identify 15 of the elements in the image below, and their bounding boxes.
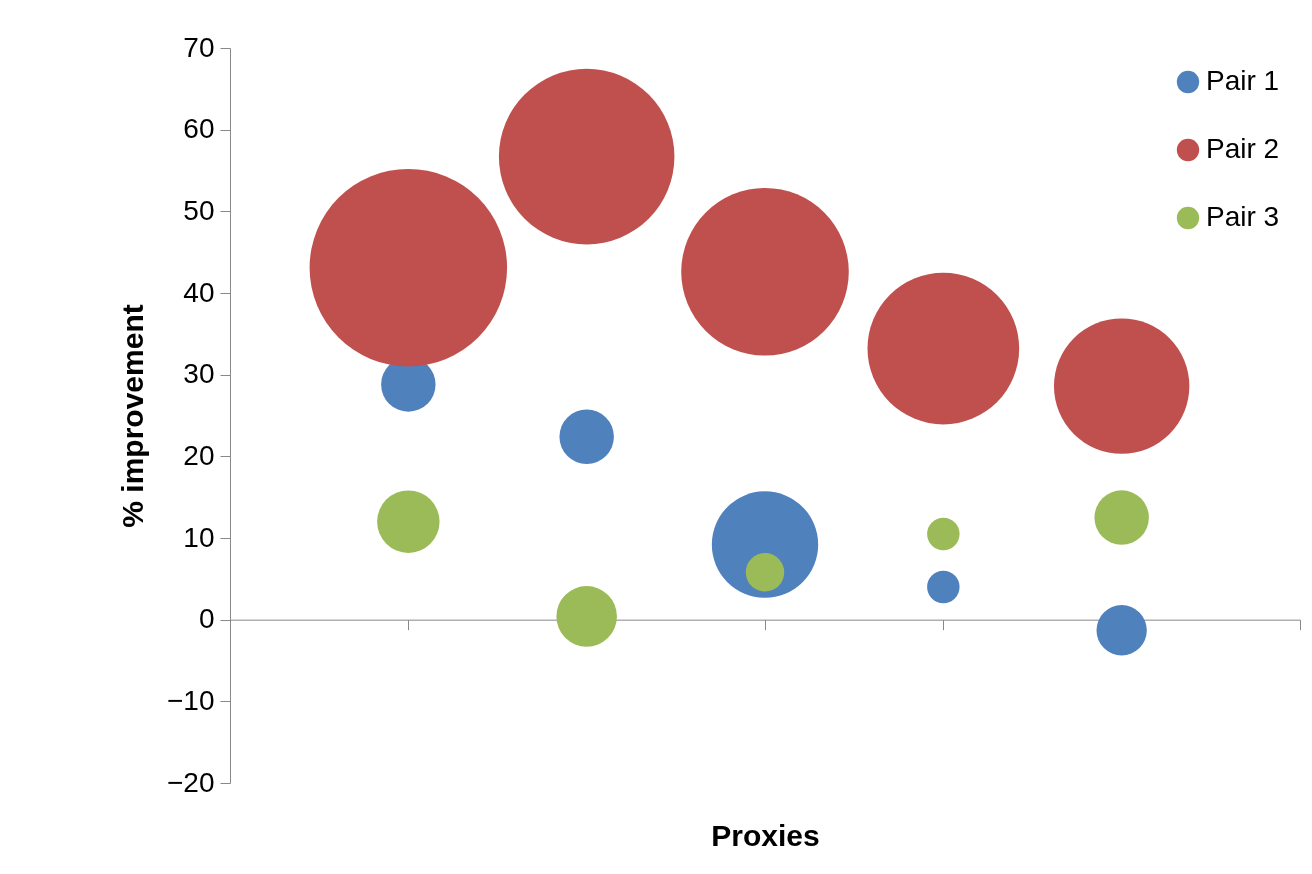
y-tick-label: 70 — [183, 31, 215, 63]
y-tick-label: 60 — [183, 113, 215, 145]
x-axis-title: Proxies — [711, 818, 820, 852]
y-tick-label: 40 — [183, 276, 215, 308]
legend-label: Pair 2 — [1206, 133, 1280, 164]
y-tick-label: −20 — [167, 766, 215, 798]
y-axis-title: % improvement — [116, 304, 149, 528]
y-tick-label: 50 — [183, 194, 215, 226]
y-tick-label: −10 — [167, 684, 215, 716]
y-tick-label: 30 — [183, 358, 215, 390]
legend-label: Pair 1 — [1206, 65, 1280, 96]
legend-label: Pair 3 — [1206, 201, 1280, 232]
y-tick-label: 10 — [183, 521, 215, 553]
y-tick-label: 20 — [183, 439, 215, 471]
y-tick-label: 0 — [198, 603, 215, 635]
